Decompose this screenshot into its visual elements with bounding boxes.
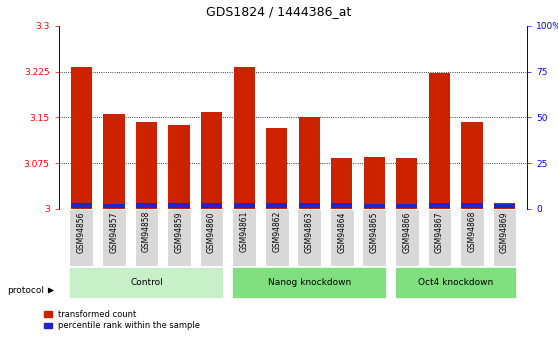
Bar [232,267,386,298]
Bar [266,128,287,209]
Text: GSM94856: GSM94856 [77,211,86,253]
Text: Oct4 knockdown: Oct4 knockdown [418,278,493,287]
Text: GSM94858: GSM94858 [142,211,151,253]
Bar [70,209,93,266]
Bar [395,209,418,266]
Bar [395,267,516,298]
Bar [297,209,321,266]
Bar [234,203,254,208]
Bar [136,203,157,208]
Bar [167,209,191,266]
Bar [169,203,190,208]
Bar [364,157,385,209]
Bar [71,67,92,209]
Bar [136,121,157,209]
Bar [103,114,124,209]
Bar [427,209,451,266]
Bar [200,209,223,266]
Text: GSM94861: GSM94861 [239,211,249,253]
Bar [71,203,92,208]
Text: GSM94863: GSM94863 [305,211,314,253]
Text: protocol: protocol [7,286,44,295]
Bar [299,117,320,209]
Text: Nanog knockdown: Nanog knockdown [268,278,351,287]
Bar [134,209,158,266]
Bar [266,203,287,208]
Bar [201,112,222,209]
Text: GSM94868: GSM94868 [468,211,477,253]
Legend: transformed count, percentile rank within the sample: transformed count, percentile rank withi… [43,309,201,331]
Bar [265,209,288,266]
Bar [461,203,483,208]
Bar [429,203,450,208]
Bar [494,205,515,208]
Bar [232,209,256,266]
Text: GSM94857: GSM94857 [109,211,118,253]
Bar [396,204,417,208]
Text: GSM94860: GSM94860 [207,211,216,253]
Text: GSM94867: GSM94867 [435,211,444,253]
Bar [201,203,222,208]
Bar [103,204,124,208]
Text: Control: Control [130,278,163,287]
Bar [429,73,450,209]
Bar [330,209,354,266]
Bar [331,203,352,208]
Text: GDS1824 / 1444386_at: GDS1824 / 1444386_at [206,5,352,18]
Text: GSM94869: GSM94869 [500,211,509,253]
Bar [363,209,386,266]
Text: GSM94859: GSM94859 [175,211,184,253]
Bar [299,203,320,208]
Bar [102,209,126,266]
Bar [494,203,515,209]
Text: GSM94866: GSM94866 [402,211,411,253]
Bar [364,204,385,208]
Text: GSM94865: GSM94865 [370,211,379,253]
Bar [460,209,484,266]
Text: GSM94864: GSM94864 [337,211,347,253]
Bar [396,158,417,209]
Bar [331,158,352,209]
Bar [70,267,223,298]
Bar [169,125,190,209]
Bar [234,67,254,209]
Bar [493,209,516,266]
Bar [461,121,483,209]
Text: GSM94862: GSM94862 [272,211,281,253]
